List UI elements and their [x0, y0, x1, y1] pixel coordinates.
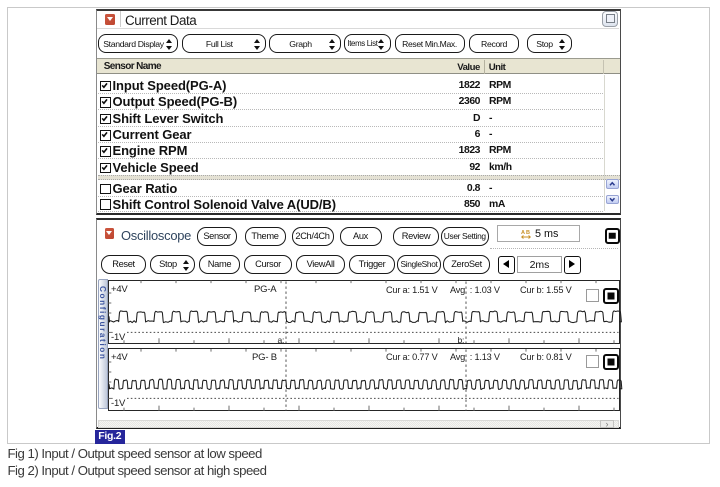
svg-text:A: A: [521, 230, 525, 236]
svg-text:B: B: [526, 230, 530, 236]
